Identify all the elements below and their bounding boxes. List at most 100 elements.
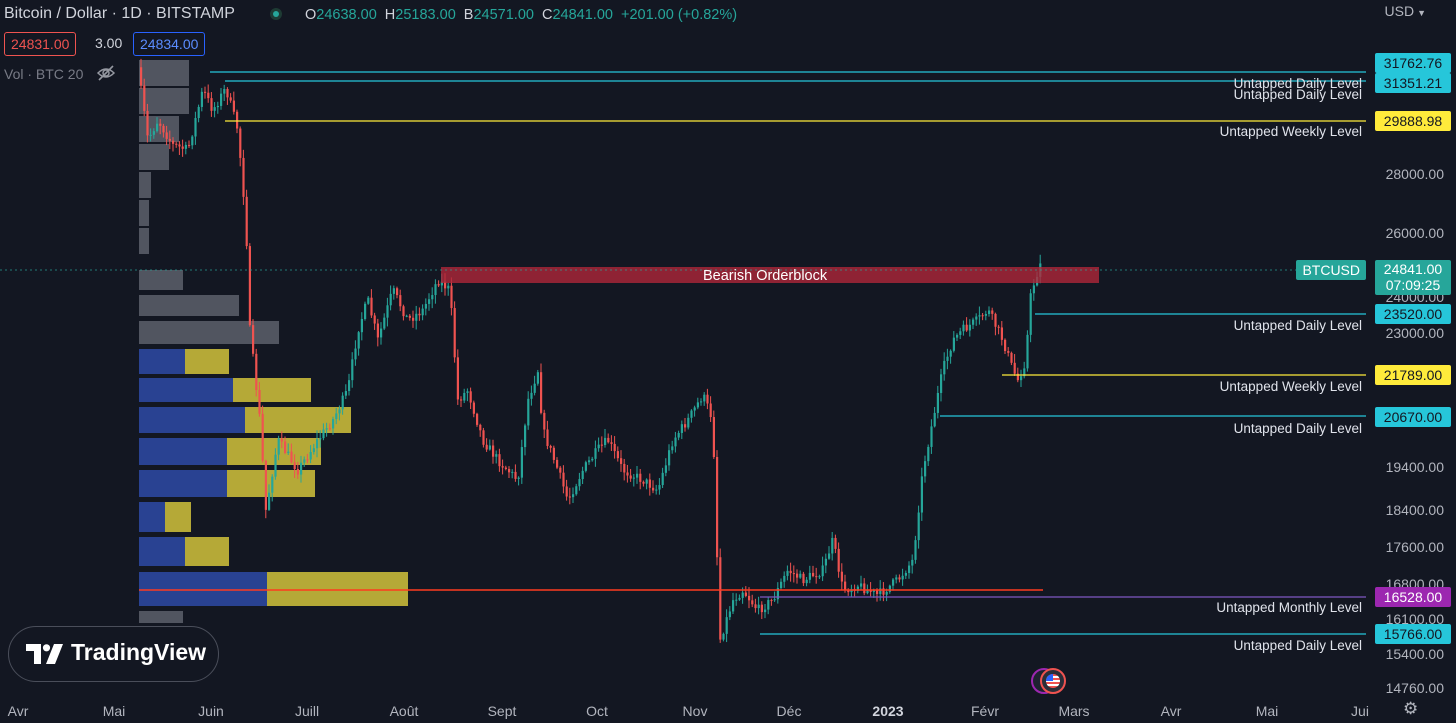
volume-indicator-label[interactable]: Vol · BTC 20 bbox=[4, 66, 84, 82]
candle-body bbox=[255, 353, 258, 391]
x-axis-tick: Août bbox=[389, 703, 419, 719]
candle-body bbox=[645, 479, 648, 484]
candle-body bbox=[684, 424, 687, 428]
candle-body bbox=[988, 310, 991, 315]
candle-body bbox=[316, 439, 319, 449]
candle-body bbox=[415, 313, 418, 321]
volume-profile-bar bbox=[139, 228, 149, 254]
candle-body bbox=[418, 313, 421, 316]
y-axis-tick: 23000.00 bbox=[1385, 325, 1444, 341]
candle-body bbox=[498, 454, 501, 467]
flag-usa-icon[interactable] bbox=[1040, 668, 1066, 694]
volume-profile-bar bbox=[139, 537, 185, 566]
candle-body bbox=[1032, 285, 1035, 294]
candle-body bbox=[575, 486, 578, 495]
candle-body bbox=[197, 106, 200, 119]
candle-body bbox=[549, 445, 552, 448]
candle-body bbox=[380, 328, 383, 338]
candle-body bbox=[776, 588, 779, 600]
current-price-tag: 24841.00 07:09:25 bbox=[1375, 260, 1451, 295]
volume-profile-bar bbox=[139, 60, 189, 86]
candle-body bbox=[604, 437, 607, 446]
candle-body bbox=[674, 437, 677, 447]
candle-body bbox=[1000, 327, 1003, 340]
level-label-daily: Untapped Daily Level bbox=[1233, 87, 1362, 102]
candle-body bbox=[562, 472, 565, 487]
candle-body bbox=[760, 604, 763, 613]
candle-body bbox=[232, 100, 235, 112]
candle-body bbox=[239, 128, 242, 158]
x-axis-tick: Sept bbox=[487, 703, 517, 719]
volume-profile-bar bbox=[139, 572, 267, 606]
candle-body bbox=[268, 492, 271, 510]
candle-body bbox=[578, 479, 581, 487]
price-tag-level: 20670.00 bbox=[1375, 407, 1451, 427]
candle-body bbox=[517, 477, 520, 479]
candle-body bbox=[533, 383, 536, 393]
candle-body bbox=[456, 357, 459, 400]
candle-body bbox=[162, 125, 165, 133]
candle-body bbox=[952, 337, 955, 351]
candle-body bbox=[632, 477, 635, 479]
candle-body bbox=[450, 285, 453, 309]
candle-body bbox=[789, 570, 792, 574]
currency-selector[interactable]: USD ▼ bbox=[1384, 3, 1426, 19]
volume-profile-bar bbox=[139, 502, 165, 532]
volume-profile-bar bbox=[139, 116, 179, 142]
buy-button[interactable]: 24834.00 bbox=[133, 32, 206, 56]
candle-body bbox=[156, 123, 159, 132]
candle-body bbox=[940, 374, 943, 393]
candle-body bbox=[754, 604, 757, 609]
candle-body bbox=[309, 452, 312, 460]
candle-body bbox=[204, 91, 207, 93]
tradingview-wordmark: TradingView bbox=[71, 639, 207, 665]
candle-body bbox=[680, 424, 683, 433]
level-label-daily: Untapped Daily Level bbox=[1233, 318, 1362, 333]
level-label-weekly: Untapped Weekly Level bbox=[1219, 379, 1362, 394]
candle-body bbox=[812, 572, 815, 577]
candle-body bbox=[581, 470, 584, 480]
volume-profile-bar bbox=[139, 144, 169, 170]
level-label-monthly: Untapped Monthly Level bbox=[1216, 600, 1362, 615]
candle-body bbox=[879, 588, 882, 594]
candle-body bbox=[908, 565, 911, 573]
candle-body bbox=[722, 633, 725, 640]
candle-body bbox=[466, 391, 469, 393]
settings-gear-icon[interactable]: ⚙ bbox=[1403, 699, 1419, 718]
candle-body bbox=[172, 140, 175, 144]
eye-hidden-icon[interactable] bbox=[96, 64, 116, 87]
candle-body bbox=[840, 571, 843, 582]
candle-body bbox=[636, 473, 639, 478]
candle-body bbox=[943, 360, 946, 375]
volume-profile-bar bbox=[139, 470, 227, 497]
candle-body bbox=[732, 600, 735, 612]
candle-body bbox=[540, 372, 543, 413]
candle-body bbox=[472, 402, 475, 414]
candle-body bbox=[408, 315, 411, 318]
symbol-badge: BTCUSD bbox=[1296, 260, 1366, 280]
candle-body bbox=[629, 475, 632, 479]
candle-body bbox=[725, 617, 728, 634]
candle-body bbox=[735, 599, 738, 601]
candle-body bbox=[344, 391, 347, 396]
tradingview-logo[interactable]: TradingView bbox=[8, 626, 219, 682]
sell-button[interactable]: 24831.00 bbox=[4, 32, 77, 56]
candle-body bbox=[556, 459, 559, 468]
candle-body bbox=[284, 441, 287, 453]
candle-body bbox=[965, 324, 968, 331]
candle-body bbox=[978, 315, 981, 317]
symbol-title[interactable]: Bitcoin / Dollar · 1D · BITSTAMP bbox=[4, 5, 235, 22]
price-tag-level: 16528.00 bbox=[1375, 587, 1451, 607]
level-label-daily: Untapped Daily Level bbox=[1233, 76, 1362, 91]
chevron-down-icon: ▼ bbox=[1417, 8, 1426, 18]
candle-body bbox=[536, 372, 539, 384]
candle-body bbox=[428, 299, 431, 304]
x-axis-tick: Jui bbox=[1351, 703, 1369, 719]
candle-body bbox=[178, 144, 181, 147]
candle-body bbox=[149, 134, 152, 136]
y-axis-tick: 15400.00 bbox=[1385, 646, 1444, 662]
candle-body bbox=[287, 451, 290, 453]
y-axis-tick: 17600.00 bbox=[1385, 539, 1444, 555]
candle-body bbox=[261, 413, 264, 461]
